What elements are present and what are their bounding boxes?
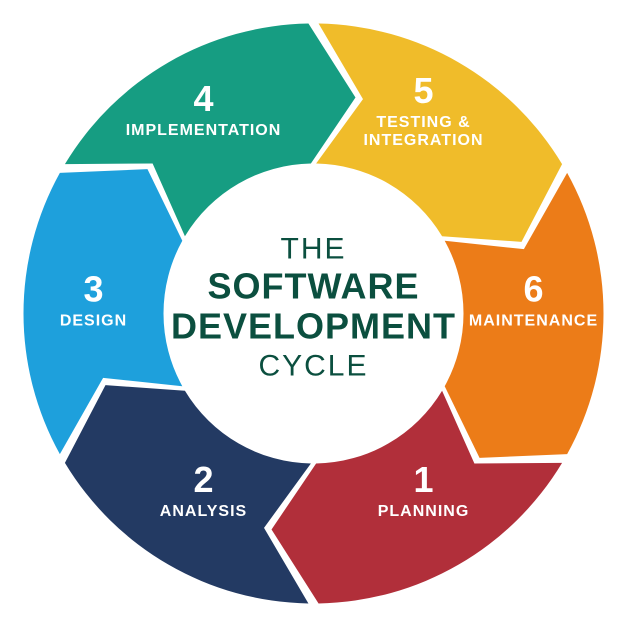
segment-label-5-line2: INTEGRATION	[363, 132, 483, 149]
segment-label-2: ANALYSIS	[160, 503, 247, 520]
segment-number-6: 6	[523, 269, 543, 310]
segment-label-4: IMPLEMENTATION	[126, 122, 282, 139]
segment-label-6: MAINTENANCE	[469, 313, 598, 330]
segment-number-3: 3	[83, 269, 103, 310]
center-title-line1: THE	[281, 233, 347, 266]
sdlc-cycle-diagram: 1 PLANNING 2 ANALYSIS 3 DESIGN 4 IMPLEMENTATION…	[0, 0, 627, 627]
segment-number-2: 2	[193, 459, 213, 500]
segment-number-4: 4	[193, 78, 213, 119]
center-title-line2: SOFTWARE	[208, 266, 420, 307]
center-title-line4: CYCLE	[258, 350, 368, 383]
segment-label-1: PLANNING	[378, 503, 470, 520]
segment-label-5-line1: TESTING &	[376, 114, 470, 131]
segment-label-3: DESIGN	[60, 313, 127, 330]
segment-number-1: 1	[413, 459, 433, 500]
segment-number-5: 5	[413, 70, 433, 111]
center-title-line3: DEVELOPMENT	[171, 306, 456, 347]
